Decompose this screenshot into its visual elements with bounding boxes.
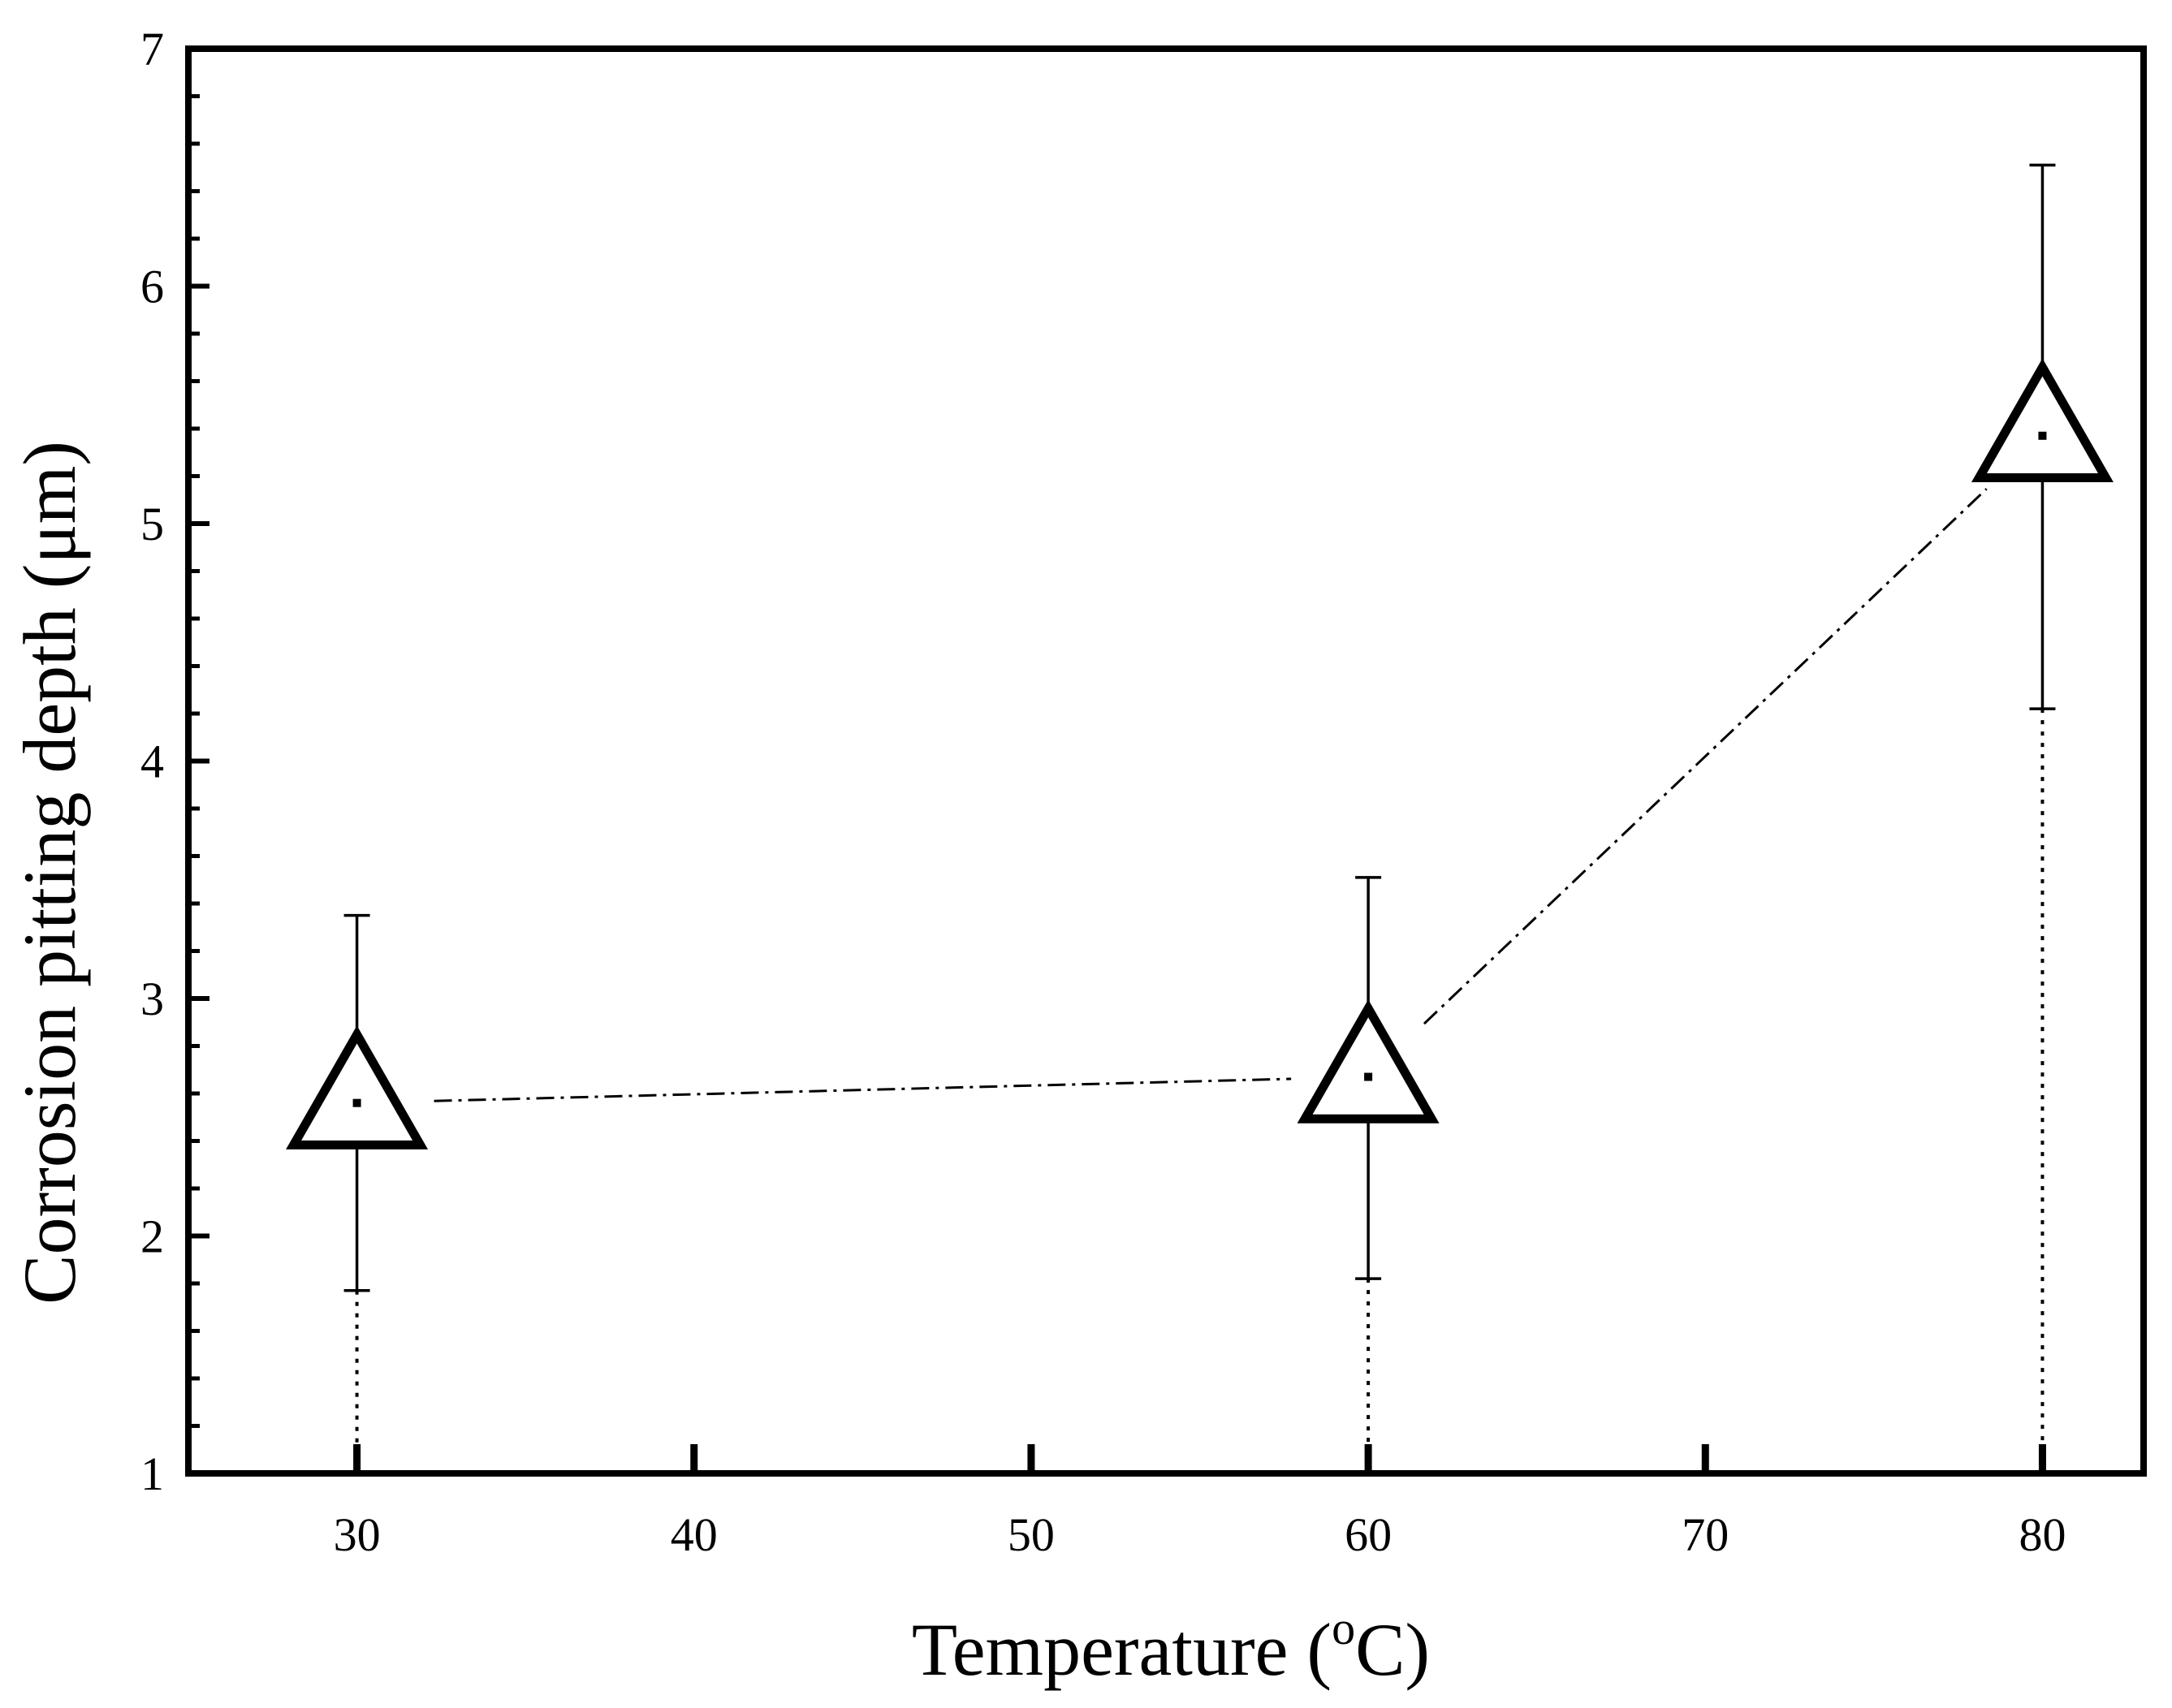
y-tick-label: 2 [140,1210,164,1263]
marker-center-dot [352,1098,361,1107]
y-tick-label: 4 [140,735,164,788]
triangle-marker [1297,999,1440,1124]
x-ticks [353,1444,2046,1473]
x-axis-title-tail: C) [1355,1608,1430,1691]
plot-frame [185,45,2147,1477]
x-tick-label: 50 [1008,1508,1055,1561]
x-axis-title-main: Temperature ( [912,1608,1332,1691]
x-tick-label: 40 [671,1508,718,1561]
series-line [434,488,1988,1102]
x-tick-label: 60 [1345,1508,1392,1561]
y-tick-label: 3 [140,973,164,1025]
marker-center-dot [1364,1072,1373,1081]
y-tick-label: 1 [140,1447,164,1500]
y-tick-labels: 1 2 3 4 5 6 7 [140,23,164,1500]
series-line-segment [434,1077,1292,1102]
x-tick-label: 80 [2019,1508,2066,1561]
triangle-marker [286,1025,429,1149]
series-line-segment [1423,488,1988,1025]
x-tick-labels: 30 40 50 60 70 80 [334,1508,2066,1561]
x-tick-label: 30 [334,1508,381,1561]
triangle-marker [1971,358,2114,482]
x-tick-label: 70 [1682,1508,1729,1561]
x-axis-title-superscript: o [1332,1602,1355,1654]
x-axis-title: Temperature (oC) [912,1602,1430,1691]
error-bars [343,163,2056,1292]
y-tick-label: 5 [140,498,164,550]
y-tick-label: 6 [140,261,164,313]
marker-center-dot [2038,431,2047,440]
y-tick-label: 7 [140,23,164,75]
drop-lines [355,709,2045,1473]
data-markers [286,358,2114,1149]
y-axis-title: Corrosion pitting depth (μm) [8,441,91,1305]
